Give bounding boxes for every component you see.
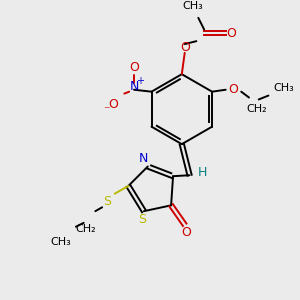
Text: O: O [109,98,118,111]
Text: O: O [129,61,139,74]
Text: CH₃: CH₃ [50,237,71,247]
Text: H: H [197,166,207,179]
Text: O: O [182,226,192,239]
Text: CH₂: CH₂ [247,104,267,114]
Text: CH₃: CH₃ [274,83,294,93]
Text: N: N [139,152,148,165]
Text: O: O [229,83,238,96]
Text: CH₃: CH₃ [182,1,203,11]
Text: O: O [226,27,236,40]
Text: +: + [136,76,144,86]
Text: N: N [129,80,139,93]
Text: O: O [180,41,190,55]
Text: CH₂: CH₂ [75,224,96,234]
Text: S: S [103,195,111,208]
Text: ⁻: ⁻ [103,105,110,118]
Text: S: S [138,213,146,226]
